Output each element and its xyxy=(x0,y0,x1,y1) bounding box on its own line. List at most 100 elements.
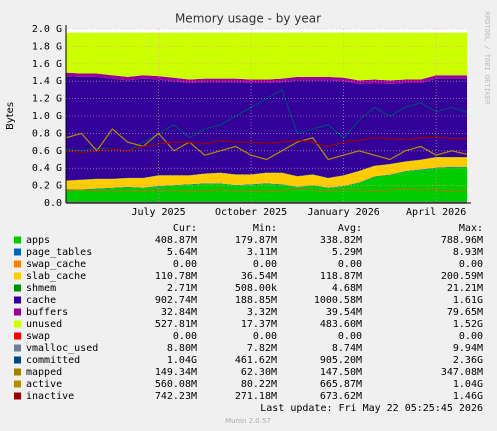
chart-title: Memory usage - by year xyxy=(175,12,321,26)
legend-value: 3.32M xyxy=(247,307,277,318)
legend-value: 1.61G xyxy=(453,295,483,306)
legend-value: 147.50M xyxy=(320,367,362,378)
legend-label: vmalloc_used xyxy=(26,343,98,354)
legend-value: 118.87M xyxy=(320,271,362,282)
legend-label: active xyxy=(26,379,62,390)
y-tick-label: 1.4 G xyxy=(32,76,62,87)
legend-value: 902.74M xyxy=(155,295,197,306)
legend-label: inactive xyxy=(26,391,74,402)
legend-value: 560.08M xyxy=(155,379,197,390)
legend-value: 461.62M xyxy=(235,355,277,366)
legend-label: cache xyxy=(26,295,56,306)
legend-value: 338.82M xyxy=(320,235,362,246)
legend-value: 0.00 xyxy=(338,331,362,342)
legend-value: 483.60M xyxy=(320,319,362,330)
legend-value: 0.00 xyxy=(173,331,197,342)
legend-value: 8.93M xyxy=(453,247,483,258)
y-axis-label: Bytes xyxy=(5,102,16,130)
y-tick-label: 0.6 G xyxy=(32,146,62,157)
legend-swatch xyxy=(14,284,21,292)
legend-value: 0.00 xyxy=(338,259,362,270)
legend-value: 1000.58M xyxy=(314,295,362,306)
legend-value: 3.11M xyxy=(247,247,277,258)
legend-label: swap xyxy=(26,331,50,342)
y-tick-label: 1.8 G xyxy=(32,41,62,52)
legend-value: 7.82M xyxy=(247,343,277,354)
legend-value: 32.84M xyxy=(161,307,197,318)
line xyxy=(65,136,467,154)
legend-swatch xyxy=(14,260,21,268)
legend-value: 39.54M xyxy=(326,307,362,318)
legend-value: 8.80M xyxy=(167,343,197,354)
legend-swatch xyxy=(14,368,21,376)
area xyxy=(66,32,467,81)
legend-value: 21.21M xyxy=(447,283,483,294)
legend-swatch xyxy=(14,320,21,328)
legend-label: committed xyxy=(26,355,80,366)
legend-value: 508.00k xyxy=(235,283,277,294)
legend-column-header: Max: xyxy=(459,223,483,234)
legend-value: 271.18M xyxy=(235,391,277,402)
legend-swatch xyxy=(14,272,21,280)
legend-value: 788.96M xyxy=(441,235,483,246)
footer: Last update: Fri May 22 05:25:45 2026 xyxy=(260,403,483,414)
legend-value: 9.94M xyxy=(453,343,483,354)
legend-column-header: Cur: xyxy=(173,223,197,234)
legend-label: shmem xyxy=(26,283,56,294)
legend-column-header: Min: xyxy=(253,223,277,234)
legend-value: 79.65M xyxy=(447,307,483,318)
y-tick-label: 1.6 G xyxy=(32,59,62,70)
legend-value: 0.00 xyxy=(253,331,277,342)
legend-label: apps xyxy=(26,235,50,246)
legend-label: slab_cache xyxy=(26,271,86,282)
legend-value: 905.20M xyxy=(320,355,362,366)
legend-value: 527.81M xyxy=(155,319,197,330)
legend-value: 200.59M xyxy=(441,271,483,282)
legend-value: 188.85M xyxy=(235,295,277,306)
legend-value: 8.74M xyxy=(332,343,362,354)
legend-value: 665.87M xyxy=(320,379,362,390)
legend-value: 1.04G xyxy=(167,355,197,366)
legend-label: unused xyxy=(26,319,62,330)
legend-value: 1.04G xyxy=(453,379,483,390)
line xyxy=(65,89,468,152)
legend-value: 5.64M xyxy=(167,247,197,258)
legend-value: 2.36G xyxy=(453,355,483,366)
area xyxy=(66,157,467,190)
legend-label: page_tables xyxy=(26,247,92,258)
legend-swatch xyxy=(14,236,21,244)
x-tick-label: January 2026 xyxy=(307,207,379,218)
legend-value: 5.29M xyxy=(332,247,362,258)
legend-swatch xyxy=(14,308,21,316)
legend-swatch xyxy=(14,332,21,340)
legend-swatch xyxy=(14,380,21,388)
legend-swatch xyxy=(14,356,21,364)
legend-swatch xyxy=(14,392,21,400)
legend-value: 1.52G xyxy=(453,319,483,330)
x-tick-label: July 2025 xyxy=(131,207,185,218)
legend-label: buffers xyxy=(26,307,68,318)
legend-value: 0.00 xyxy=(459,331,483,342)
y-tick-label: 0.0 xyxy=(44,198,62,209)
area xyxy=(66,166,467,190)
legend-swatch xyxy=(14,248,21,256)
legend-value: 408.87M xyxy=(155,235,197,246)
version: Munin 2.0.57 xyxy=(225,417,271,425)
line xyxy=(65,128,468,161)
y-tick-label: 1.2 G xyxy=(32,94,62,105)
legend-value: 673.62M xyxy=(320,391,362,402)
legend-value: 62.30M xyxy=(241,367,277,378)
y-tick-label: 1.0 G xyxy=(32,111,62,122)
legend-value: 0.00 xyxy=(173,259,197,270)
legend-column-header: Avg: xyxy=(338,223,362,234)
area xyxy=(66,76,467,181)
y-tick-label: 0.8 G xyxy=(32,128,62,139)
legend-value: 742.23M xyxy=(155,391,197,402)
line xyxy=(65,188,468,193)
legend-value: 2.71M xyxy=(167,283,197,294)
legend-value: 1.46G xyxy=(453,391,483,402)
legend-value: 179.87M xyxy=(235,235,277,246)
legend-value: 347.08M xyxy=(441,367,483,378)
legend-label: swap_cache xyxy=(26,259,86,270)
